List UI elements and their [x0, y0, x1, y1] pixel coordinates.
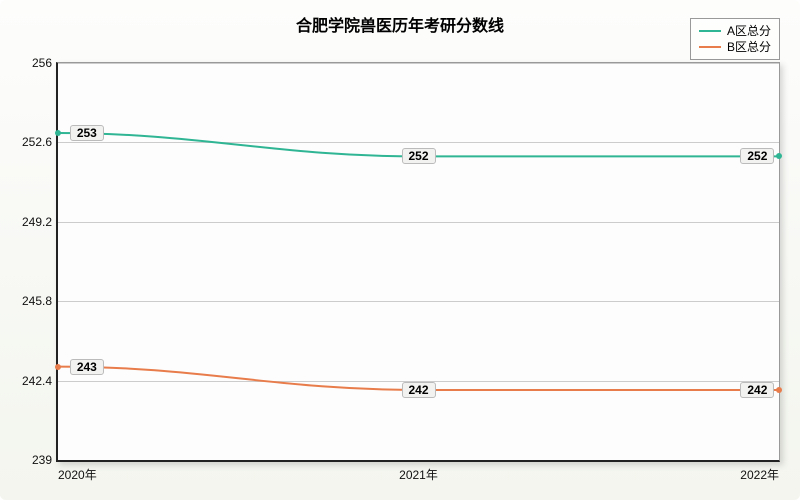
legend-swatch-b [699, 46, 721, 48]
data-marker [55, 130, 61, 136]
data-label: 252 [401, 148, 435, 164]
data-marker [776, 387, 782, 393]
plot-area: 239242.4245.8249.2252.62562020年2021年2022… [56, 62, 780, 462]
y-tick-label: 249.2 [22, 215, 52, 229]
data-label: 252 [740, 148, 774, 164]
data-label: 242 [740, 382, 774, 398]
x-tick-label: 2021年 [399, 466, 438, 483]
legend-item-a: A区总分 [699, 23, 771, 39]
data-label: 253 [70, 125, 104, 141]
legend: A区总分 B区总分 [690, 18, 780, 60]
series-line-B区总分 [58, 63, 779, 460]
y-tick-label: 245.8 [22, 294, 52, 308]
y-gridline [58, 222, 779, 223]
chart-container: 合肥学院兽医历年考研分数线 A区总分 B区总分 239242.4245.8249… [0, 0, 800, 500]
legend-item-b: B区总分 [699, 39, 771, 55]
x-tick-label: 2020年 [58, 466, 97, 483]
legend-label-b: B区总分 [727, 39, 771, 55]
data-marker [776, 153, 782, 159]
legend-swatch-a [699, 30, 721, 32]
y-tick-label: 252.6 [22, 135, 52, 149]
x-tick-label: 2022年 [740, 466, 779, 483]
chart-title: 合肥学院兽医历年考研分数线 [0, 12, 800, 36]
y-tick-label: 242.4 [22, 374, 52, 388]
data-label: 243 [70, 359, 104, 375]
y-gridline [58, 301, 779, 302]
series-line-A区总分 [58, 63, 779, 460]
y-tick-label: 239 [32, 453, 52, 467]
y-tick-label: 256 [32, 56, 52, 70]
y-gridline [58, 63, 779, 64]
data-label: 242 [401, 382, 435, 398]
y-gridline [58, 142, 779, 143]
legend-label-a: A区总分 [727, 23, 771, 39]
data-marker [55, 364, 61, 370]
